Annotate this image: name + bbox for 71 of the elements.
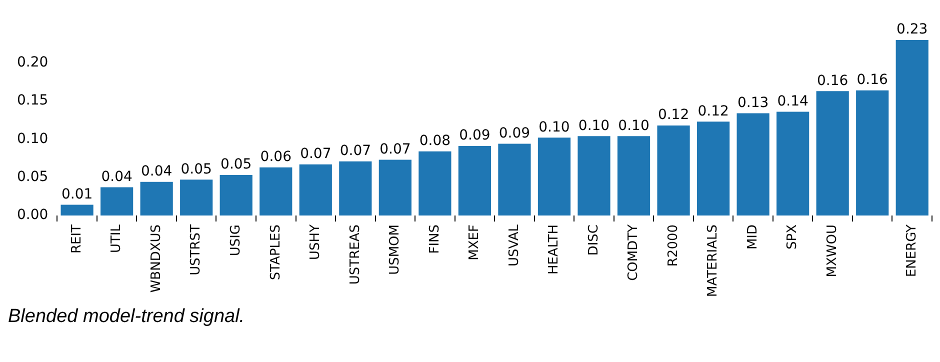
bar [339,161,372,216]
text: Blended model-trend signal. [8,306,245,328]
data-label: 0.01 [61,186,93,202]
data-label: 0.05 [220,156,252,173]
bar [657,125,690,216]
x-tick-label: DISC [586,224,602,256]
x-tick-label: REIT [69,224,84,254]
x-tick-label: COMDTY [626,224,642,281]
x-tick-label: USTRST [188,224,204,276]
bar [220,175,252,216]
bar [538,138,571,216]
bar [856,90,889,216]
x-tick-label: ENERGY [904,224,920,278]
bar [180,180,213,216]
data-label: 0.07 [300,146,332,162]
y-tick-label: 0.10 [17,130,48,147]
bar [100,187,134,216]
bar [617,136,650,216]
data-label: 0.16 [856,72,888,88]
data-label: 0.05 [180,161,212,178]
data-label: 0.04 [101,168,132,185]
bar [498,144,531,216]
bar [578,136,610,216]
x-tick-label: WBNDXUS [148,224,164,293]
bar [60,204,94,216]
data-label: 0.12 [698,103,729,120]
data-label: 0.12 [658,107,690,124]
data-label: 0.10 [578,118,610,134]
x-tick-label: MID [745,224,760,250]
bar [776,112,810,216]
data-label: 0.08 [419,133,451,150]
data-label: 0.07 [340,142,371,159]
bar [458,146,492,216]
x-tick-label: MXWOU [824,224,840,278]
data-label: 0.09 [459,128,490,144]
x-tick-label: MATERIALS [706,224,721,298]
data-label: 0.14 [777,93,808,110]
bar [299,164,332,216]
y-tick-label: 0.20 [17,54,48,71]
bar [260,167,292,216]
y-tick-label: 0.00 [17,207,48,224]
x-tick-label: R2000 [666,224,681,267]
bar [736,113,770,216]
data-label: 0.06 [260,149,292,166]
x-tick-label: MXEF [467,224,482,260]
x-tick-label: USVAL [506,224,522,266]
bar [418,151,452,216]
x-tick-label: HEALTH [546,224,562,275]
data-label: 0.07 [380,141,411,158]
data-label: 0.04 [141,164,172,180]
data-label: 0.23 [896,22,928,38]
x-tick-label: USIG [228,224,244,256]
x-tick-label: USHY [308,224,324,260]
bar [896,40,928,216]
data-label: 0.13 [737,94,769,111]
data-label: 0.09 [498,125,530,142]
y-tick-label: 0.15 [17,92,48,109]
x-tick-label: USMOM [388,224,403,275]
bar [378,160,412,216]
bar [816,91,849,216]
x-tick-label: SPX [785,224,800,250]
data-label: 0.10 [538,119,570,136]
x-tick-label: UTIL [109,224,124,254]
x-tick-label: STAPLES [268,224,284,280]
bar [140,182,173,216]
data-label: 0.10 [618,118,650,134]
data-label: 0.16 [817,72,848,89]
bar [696,122,730,216]
x-tick-label: USTREAS [348,224,363,285]
y-tick-label: 0.05 [17,168,48,185]
x-tick-label: FINS [427,224,442,254]
